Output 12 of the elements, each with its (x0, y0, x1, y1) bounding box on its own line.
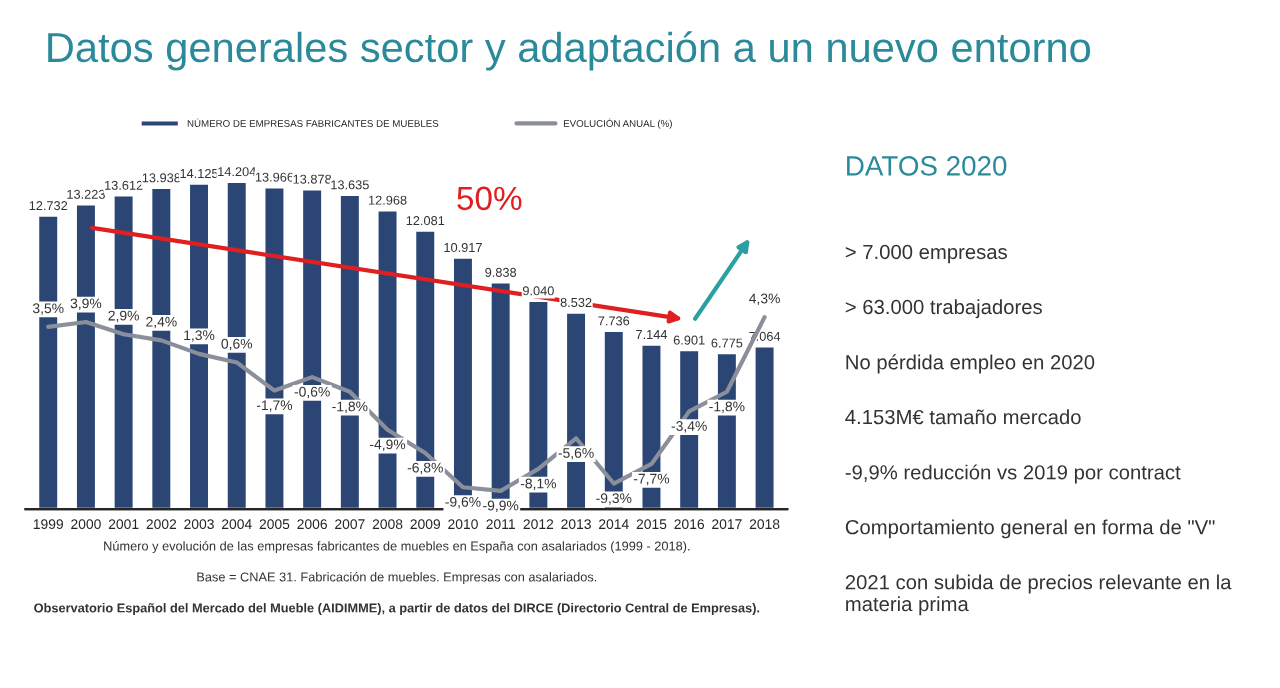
annotation: 50% (457, 186, 522, 211)
text: Comportamiento general en forma de "V" (845, 519, 1215, 539)
text: DATOS 2020 (847, 156, 1007, 176)
text: 4.153M€ tamaño mercado (845, 409, 1081, 425)
text: > 63.000 trabajadores (845, 299, 1042, 319)
text: -9,9% reducción vs 2019 por contract (845, 464, 1181, 484)
text: 2021 con subida de precios relevante en la materia prima (845, 574, 1232, 616)
bar (36, 214, 60, 510)
bar (752, 344, 777, 510)
text: No pérdida empleo en 2020 (846, 354, 1095, 374)
text: > 7.000 empresas (845, 244, 1007, 264)
chart-title: Datos generales sector y adaptación a un nuevo entorno (48, 31, 1091, 71)
